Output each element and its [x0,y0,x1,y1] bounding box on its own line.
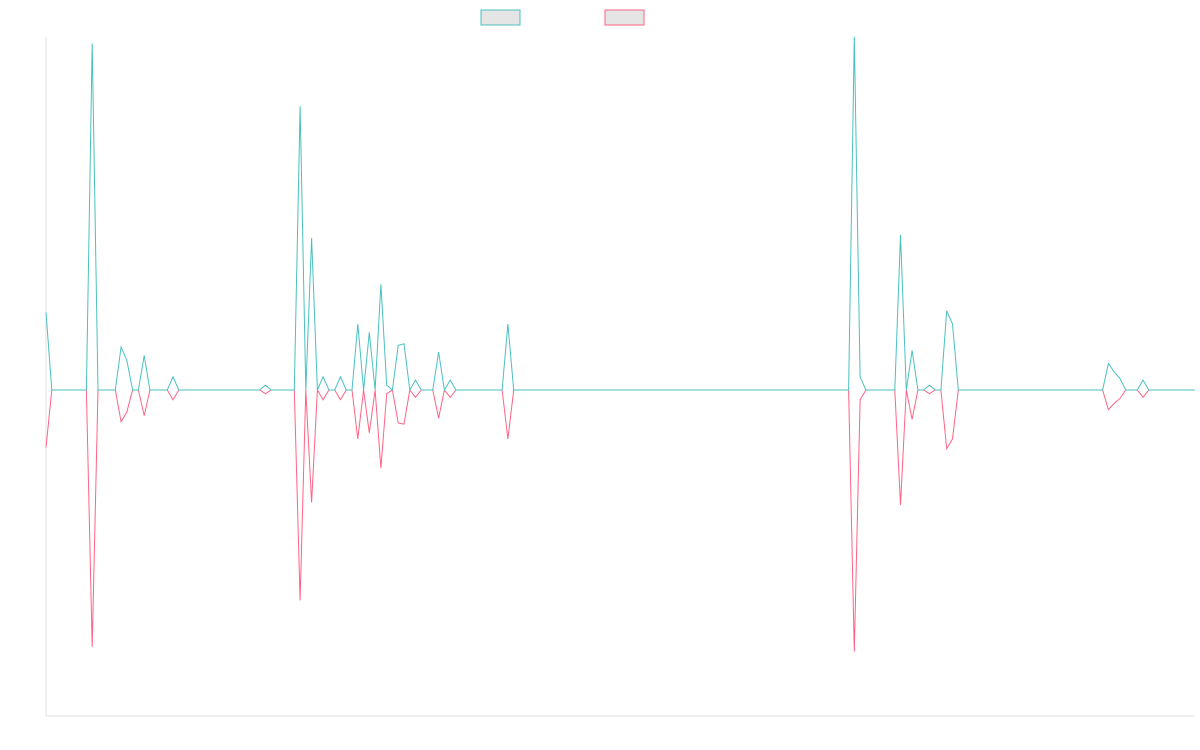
legend-swatch-series-b[interactable] [604,9,645,26]
legend [480,9,645,26]
series-a-line [45,36,1195,392]
legend-swatch-series-a[interactable] [480,9,521,26]
series-b-line [45,388,1195,652]
series-layer [45,36,1195,652]
